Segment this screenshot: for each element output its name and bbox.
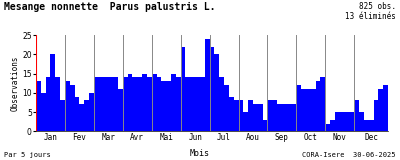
Text: Mois: Mois [190,149,210,158]
Bar [79,104,84,131]
Bar [354,100,359,131]
Text: 825 obs.
13 éliminés: 825 obs. 13 éliminés [345,2,396,21]
Bar [181,47,186,131]
Bar [137,77,142,131]
Bar [41,93,46,131]
Bar [311,89,316,131]
Bar [224,85,229,131]
Y-axis label: Observations: Observations [10,56,20,111]
Bar [238,100,243,131]
Bar [156,77,161,131]
Bar [296,85,301,131]
Bar [36,81,41,131]
Bar [195,77,200,131]
Bar [335,112,340,131]
Bar [272,100,277,131]
Bar [65,81,70,131]
Bar [374,100,378,131]
Bar [320,77,325,131]
Bar [301,89,306,131]
Bar [132,77,137,131]
Bar [277,104,282,131]
Bar [128,74,132,131]
Bar [287,104,292,131]
Bar [205,39,210,131]
Bar [70,85,74,131]
Bar [345,112,350,131]
Bar [350,112,354,131]
Bar [359,112,364,131]
Bar [200,77,205,131]
Bar [142,74,147,131]
Bar [84,100,89,131]
Bar [152,74,156,131]
Bar [214,54,219,131]
Bar [166,81,171,131]
Bar [186,77,190,131]
Bar [229,97,234,131]
Bar [94,77,99,131]
Bar [46,77,50,131]
Bar [147,77,152,131]
Bar [364,120,369,131]
Bar [369,120,374,131]
Bar [258,104,263,131]
Bar [104,77,108,131]
Bar [171,74,176,131]
Bar [108,77,113,131]
Bar [340,112,345,131]
Bar [325,124,330,131]
Bar [306,89,311,131]
Bar [74,97,79,131]
Bar [118,89,123,131]
Bar [99,77,104,131]
Bar [243,112,248,131]
Bar [330,120,335,131]
Bar [55,77,60,131]
Bar [253,104,258,131]
Bar [219,77,224,131]
Text: Mesange nonnette  Parus palustris L.: Mesange nonnette Parus palustris L. [4,2,216,12]
Bar [316,81,320,131]
Bar [89,93,94,131]
Bar [176,77,181,131]
Bar [292,104,296,131]
Bar [282,104,287,131]
Bar [161,81,166,131]
Bar [234,100,238,131]
Bar [190,77,195,131]
Bar [268,100,272,131]
Text: Par 5 jours: Par 5 jours [4,152,51,158]
Bar [50,54,55,131]
Bar [60,100,65,131]
Bar [210,47,214,131]
Bar [113,77,118,131]
Bar [383,85,388,131]
Bar [263,120,268,131]
Text: CORA-Isere  30-06-2025: CORA-Isere 30-06-2025 [302,152,396,158]
Bar [248,100,253,131]
Bar [378,89,383,131]
Bar [123,77,128,131]
